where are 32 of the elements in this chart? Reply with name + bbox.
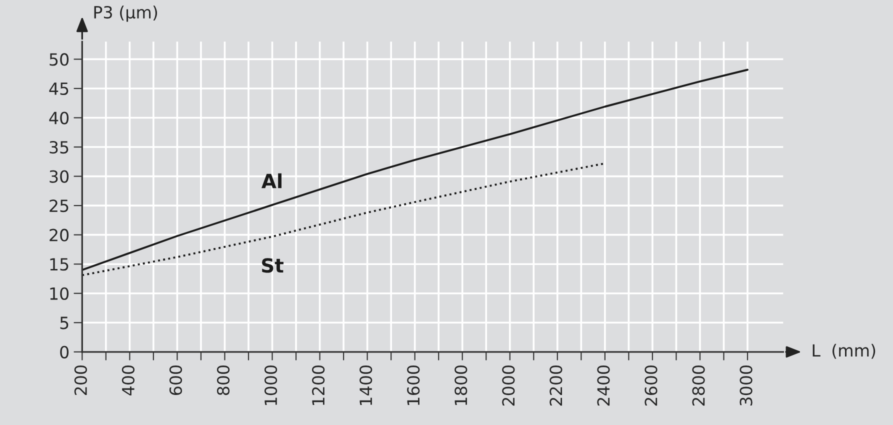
series-label: Al <box>261 173 282 188</box>
x-tick-label: 800 <box>216 366 230 396</box>
y-tick-label: 30 <box>50 170 69 183</box>
x-axis-title: L (mm) <box>812 344 876 359</box>
x-tick-label: 2400 <box>597 366 610 406</box>
x-tick-label: 1000 <box>264 366 278 405</box>
x-tick-label: 2800 <box>692 366 705 406</box>
x-tick-label: 2200 <box>550 366 562 406</box>
x-tick-label: 400 <box>122 366 135 396</box>
line-series <box>82 162 606 276</box>
y-axis-title: P3 (µm) <box>94 6 158 22</box>
x-tick-label: 3000 <box>740 366 752 406</box>
x-tick-label: 2000 <box>502 366 515 406</box>
y-tick-label: 40 <box>49 112 69 124</box>
y-tick-label: 50 <box>50 53 69 66</box>
line-series <box>82 68 748 271</box>
y-tick-label: 35 <box>50 140 68 154</box>
x-tick-label: 600 <box>169 366 182 396</box>
y-tick-label: 0 <box>60 346 69 358</box>
x-tick-label: 200 <box>74 366 87 395</box>
x-tick-label: 1600 <box>407 366 420 405</box>
series-label: St <box>262 258 284 273</box>
x-tick-label: 1800 <box>454 366 468 405</box>
y-tick-label: 15 <box>50 258 68 271</box>
y-tick-label: 20 <box>50 228 69 242</box>
y-tick-label: 5 <box>60 316 68 330</box>
x-tick-label: 1400 <box>360 366 372 405</box>
y-tick-label: 25 <box>50 200 68 212</box>
y-tick-label: 10 <box>50 287 69 300</box>
x-tick-label: 1200 <box>312 366 325 405</box>
x-tick-label: 2600 <box>644 366 658 406</box>
y-tick-label: 45 <box>49 82 68 96</box>
